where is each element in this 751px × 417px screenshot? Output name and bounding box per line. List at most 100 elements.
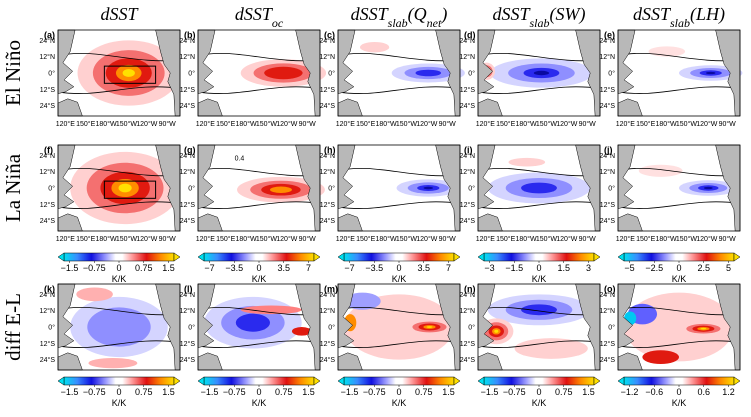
- anomaly-shading: [705, 71, 716, 75]
- lon-label: 180°W: [236, 235, 257, 243]
- map-panel: (d)24°N 12°N 0° 12°S 24°S 120°E 150°E 180°W 150°…: [459, 29, 601, 128]
- lon-label: 90°W: [159, 235, 177, 243]
- colorbar-tick-label: −1.5: [201, 387, 219, 397]
- colorbar-end: [593, 252, 601, 262]
- lon-label: 180°W: [376, 235, 397, 243]
- lon-label: 150°W: [536, 235, 557, 243]
- lat-label: 12°N: [599, 168, 615, 176]
- lat-label: 12°N: [599, 307, 615, 315]
- lon-label: 150°E: [496, 120, 515, 128]
- land: [477, 29, 496, 94]
- anomaly-shading: [521, 182, 557, 194]
- lon-label: 150°E: [216, 120, 235, 128]
- map-frame: [617, 144, 741, 232]
- lon-label: 120°W: [136, 235, 157, 243]
- colorbar-tick-label: −1.5: [341, 387, 359, 397]
- lon-label: 180°W: [96, 235, 117, 243]
- lat-label: 12°S: [460, 340, 476, 348]
- lat-label: 24°S: [460, 356, 476, 364]
- lon-label: 90°W: [579, 235, 597, 243]
- title-text: (SW): [550, 4, 586, 25]
- map-frame: [337, 29, 461, 117]
- map-frame: [57, 144, 181, 232]
- colorbar-tick-label: 3.5: [277, 263, 290, 273]
- lat-label: 0°: [48, 324, 55, 332]
- colorbar: [623, 252, 735, 262]
- colorbar-tick-label: 0.6: [697, 387, 710, 397]
- land: [57, 29, 76, 94]
- map-frame: [617, 283, 741, 371]
- colorbar: [343, 252, 455, 262]
- contour-annotation: 0.4: [235, 155, 245, 162]
- colorbar-tick-label: 7: [306, 263, 311, 273]
- colorbar-tick-label: 0: [256, 387, 261, 397]
- map-panel: (e)24°N 12°N 0° 12°S 24°S 120°E 150°E 180°W 150°…: [599, 29, 743, 128]
- lat-label: 12°S: [600, 201, 616, 209]
- column-title: dSSTslab(SW): [492, 4, 585, 30]
- lon-label: 120°E: [336, 235, 355, 243]
- map-frame: [57, 29, 181, 117]
- title-subscript: slab: [670, 16, 690, 30]
- colorbar-end: [337, 252, 345, 262]
- colorbar-end: [337, 376, 345, 386]
- colorbar-tick-label: −1.5: [481, 387, 499, 397]
- colorbar-end: [173, 376, 181, 386]
- lat-label: 24°N: [39, 291, 55, 299]
- lon-label: 90°W: [159, 120, 177, 128]
- map-panel: (m)24°N 12°N 0° 12°S 24°S: [319, 283, 461, 371]
- lon-label: 150°W: [116, 235, 137, 243]
- lon-label: 180°W: [656, 235, 677, 243]
- lat-label: 24°S: [180, 102, 196, 110]
- lon-label: 120°E: [476, 120, 495, 128]
- lat-label: 24°S: [460, 217, 476, 225]
- title-text: dSST: [100, 4, 139, 24]
- panel-label: (d): [464, 30, 476, 40]
- lat-label: 12°N: [459, 307, 475, 315]
- lat-label: 12°S: [40, 86, 56, 94]
- panel-label: (c): [324, 30, 335, 40]
- map-frame: [337, 144, 461, 232]
- lon-label: 180°W: [516, 235, 537, 243]
- map-frame: [477, 29, 601, 117]
- colorbar: [203, 376, 315, 386]
- colorbar-tick-label: −3.5: [225, 263, 243, 273]
- title-text: (Q: [408, 4, 427, 25]
- lon-label: 150°E: [636, 235, 655, 243]
- lon-label: 120°W: [136, 120, 157, 128]
- colorbar: [623, 376, 735, 386]
- lat-label: 24°N: [179, 37, 195, 45]
- lon-label: 150°E: [216, 235, 235, 243]
- anomaly-shading: [264, 66, 303, 80]
- colorbar-tick-label: 5: [726, 263, 731, 273]
- lon-label: 180°W: [656, 120, 677, 128]
- colorbar-tick-label: 1.5: [162, 263, 175, 273]
- colorbar-tick-label: 1.5: [557, 263, 570, 273]
- colorbar-tick-label: 0: [396, 387, 401, 397]
- anomaly-shading: [426, 326, 433, 328]
- lat-label: 24°N: [599, 37, 615, 45]
- anomaly-shading: [423, 186, 434, 190]
- land: [617, 29, 636, 94]
- anomaly-shading: [88, 357, 138, 369]
- colorbar-tick-label: −3.5: [365, 263, 383, 273]
- lat-label: 0°: [48, 185, 55, 193]
- land: [197, 29, 216, 94]
- lon-label: 120°W: [696, 235, 717, 243]
- anomaly-shading: [359, 42, 390, 53]
- map-panel: (l)24°N 12°N 0° 12°S 24°S: [179, 283, 321, 371]
- anomaly-shading: [118, 183, 132, 193]
- colorbar-tick-label: −2.5: [645, 263, 663, 273]
- title-text: dSST: [633, 4, 672, 24]
- map-frame: [57, 283, 181, 371]
- lat-label: 24°N: [179, 152, 195, 160]
- lat-label: 12°S: [460, 201, 476, 209]
- lon-label: 120°E: [56, 120, 75, 128]
- panel-label: (g): [184, 145, 196, 155]
- lat-label: 24°S: [180, 356, 196, 364]
- colorbar-unit: K/K: [252, 398, 267, 408]
- colorbar-end: [197, 252, 205, 262]
- lat-label: 0°: [608, 70, 615, 78]
- colorbar-unit: K/K: [112, 274, 127, 284]
- colorbar-end: [197, 376, 205, 386]
- lat-label: 12°S: [600, 340, 616, 348]
